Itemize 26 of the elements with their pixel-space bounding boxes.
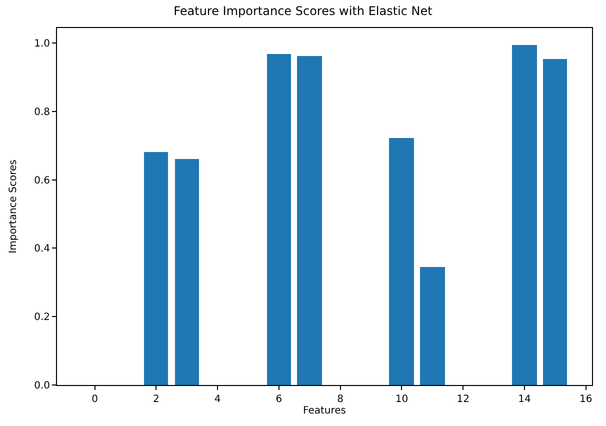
x-tick-label: 6	[276, 394, 282, 405]
x-tick-label: 2	[152, 394, 160, 405]
bar	[297, 56, 322, 385]
x-tick-label: 14	[518, 394, 531, 405]
y-tick-label: 0.0	[34, 380, 50, 392]
x-tick-label: 16	[579, 394, 592, 405]
x-axis-title: Features	[303, 406, 346, 416]
x-tick-label: 4	[214, 394, 221, 405]
x-tick-label: 10	[395, 394, 408, 405]
y-axis-title: Importance Scores	[8, 160, 20, 254]
y-tick-label: 1.0	[34, 38, 50, 50]
x-tick-label: 12	[456, 394, 470, 405]
x-tick-label: 0	[92, 394, 98, 405]
bar	[420, 267, 445, 385]
y-tick-label: 0.4	[34, 244, 50, 255]
x-tick-label: 8	[337, 394, 344, 405]
bar	[512, 45, 537, 385]
y-tick-label: 0.6	[34, 175, 50, 186]
bar	[144, 152, 168, 385]
bar	[267, 54, 291, 385]
chart-title: Feature Importance Scores with Elastic Net	[174, 4, 433, 18]
y-tick-label: 0.8	[34, 106, 50, 118]
bar	[543, 59, 567, 385]
bar	[389, 138, 414, 385]
y-tick-label: 0.2	[34, 312, 50, 324]
bar	[175, 159, 199, 385]
